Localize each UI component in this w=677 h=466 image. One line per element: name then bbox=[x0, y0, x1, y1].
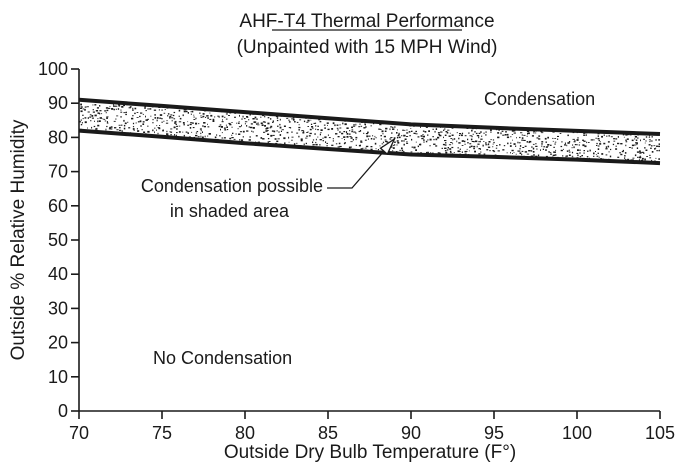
annotation-arrowhead bbox=[379, 137, 396, 156]
x-ticks: 70 75 80 85 90 95 100 105 bbox=[69, 411, 675, 443]
no-condensation-region-label: No Condensation bbox=[153, 348, 292, 368]
y-tick-label: 0 bbox=[58, 401, 68, 421]
y-tick-label: 80 bbox=[48, 127, 68, 147]
x-axis-label: Outside Dry Bulb Temperature (F°) bbox=[224, 442, 516, 463]
upper-boundary-line bbox=[78, 97, 661, 136]
lower-boundary-line bbox=[78, 128, 661, 166]
y-tick-label: 40 bbox=[48, 264, 68, 284]
x-tick-label: 70 bbox=[69, 423, 89, 443]
annotation-line1: Condensation possible bbox=[141, 176, 323, 196]
y-tick-label: 10 bbox=[48, 367, 68, 387]
annotation-leader-line bbox=[327, 150, 385, 189]
chart-subtitle: (Unpainted with 15 MPH Wind) bbox=[237, 37, 498, 58]
y-ticks: 0 10 20 30 40 50 60 70 80 90 100 bbox=[38, 59, 79, 421]
y-tick-label: 20 bbox=[48, 333, 68, 353]
y-tick-label: 50 bbox=[48, 230, 68, 250]
x-tick-label: 100 bbox=[562, 423, 592, 443]
x-tick-label: 90 bbox=[401, 423, 421, 443]
x-tick-label: 75 bbox=[152, 423, 172, 443]
condensation-band bbox=[79, 99, 660, 164]
x-tick-label: 105 bbox=[645, 423, 675, 443]
y-tick-label: 100 bbox=[38, 59, 68, 79]
y-tick-label: 70 bbox=[48, 162, 68, 182]
x-tick-label: 85 bbox=[318, 423, 338, 443]
y-tick-label: 60 bbox=[48, 196, 68, 216]
condensation-region-label: Condensation bbox=[484, 89, 595, 109]
y-axis-label: Outside % Relative Humidity bbox=[8, 119, 29, 360]
y-tick-label: 30 bbox=[48, 298, 68, 318]
y-tick-label: 90 bbox=[48, 93, 68, 113]
chart-title: AHF-T4 Thermal Performance bbox=[239, 11, 494, 32]
x-tick-label: 95 bbox=[484, 423, 504, 443]
annotation-line2: in shaded area bbox=[170, 201, 290, 221]
x-tick-label: 80 bbox=[235, 423, 255, 443]
